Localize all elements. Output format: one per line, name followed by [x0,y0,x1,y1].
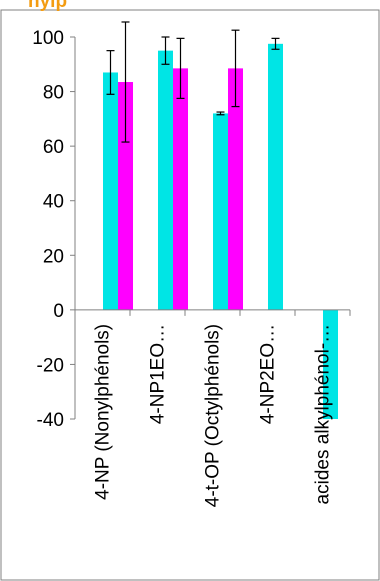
category-label: acides alkylphénol-… [313,324,334,505]
chart-title-fragment: nylp [28,0,67,12]
category-label: 4-NP (Nonylphénols) [93,324,114,500]
y-tick-label: 20 [43,246,64,267]
bar-series-1 [103,72,118,310]
bar-series-2 [118,82,133,310]
category-label: 4-t-OP (Octylphénols) [203,324,224,507]
bar-series-1 [158,50,173,310]
bar-series-2 [228,68,243,310]
bar-series-1 [323,309,338,419]
y-tick-label: 80 [43,83,64,104]
y-tick-label: 0 [53,301,64,322]
y-tick-label: -20 [37,355,64,376]
category-label: 4-NP2EO… [258,324,279,424]
y-axis: 100 80 60 40 20 0 -20 -40 [32,28,76,431]
category-label: 4-NP1EO… [148,324,169,424]
y-tick-label: 100 [32,28,64,49]
bar-series-2 [173,68,188,310]
bar-series-1 [213,113,228,310]
x-axis [74,309,351,316]
y-tick-label: 40 [43,192,64,213]
chart-border [0,9,380,581]
bars [103,21,338,419]
y-tick-label: -40 [37,410,64,431]
y-tick-label: 60 [43,137,64,158]
bar-series-1 [268,43,283,310]
category-labels: 4-NP (Nonylphénols) 4-NP1EO… 4-t-OP (Octyl… [93,324,334,507]
